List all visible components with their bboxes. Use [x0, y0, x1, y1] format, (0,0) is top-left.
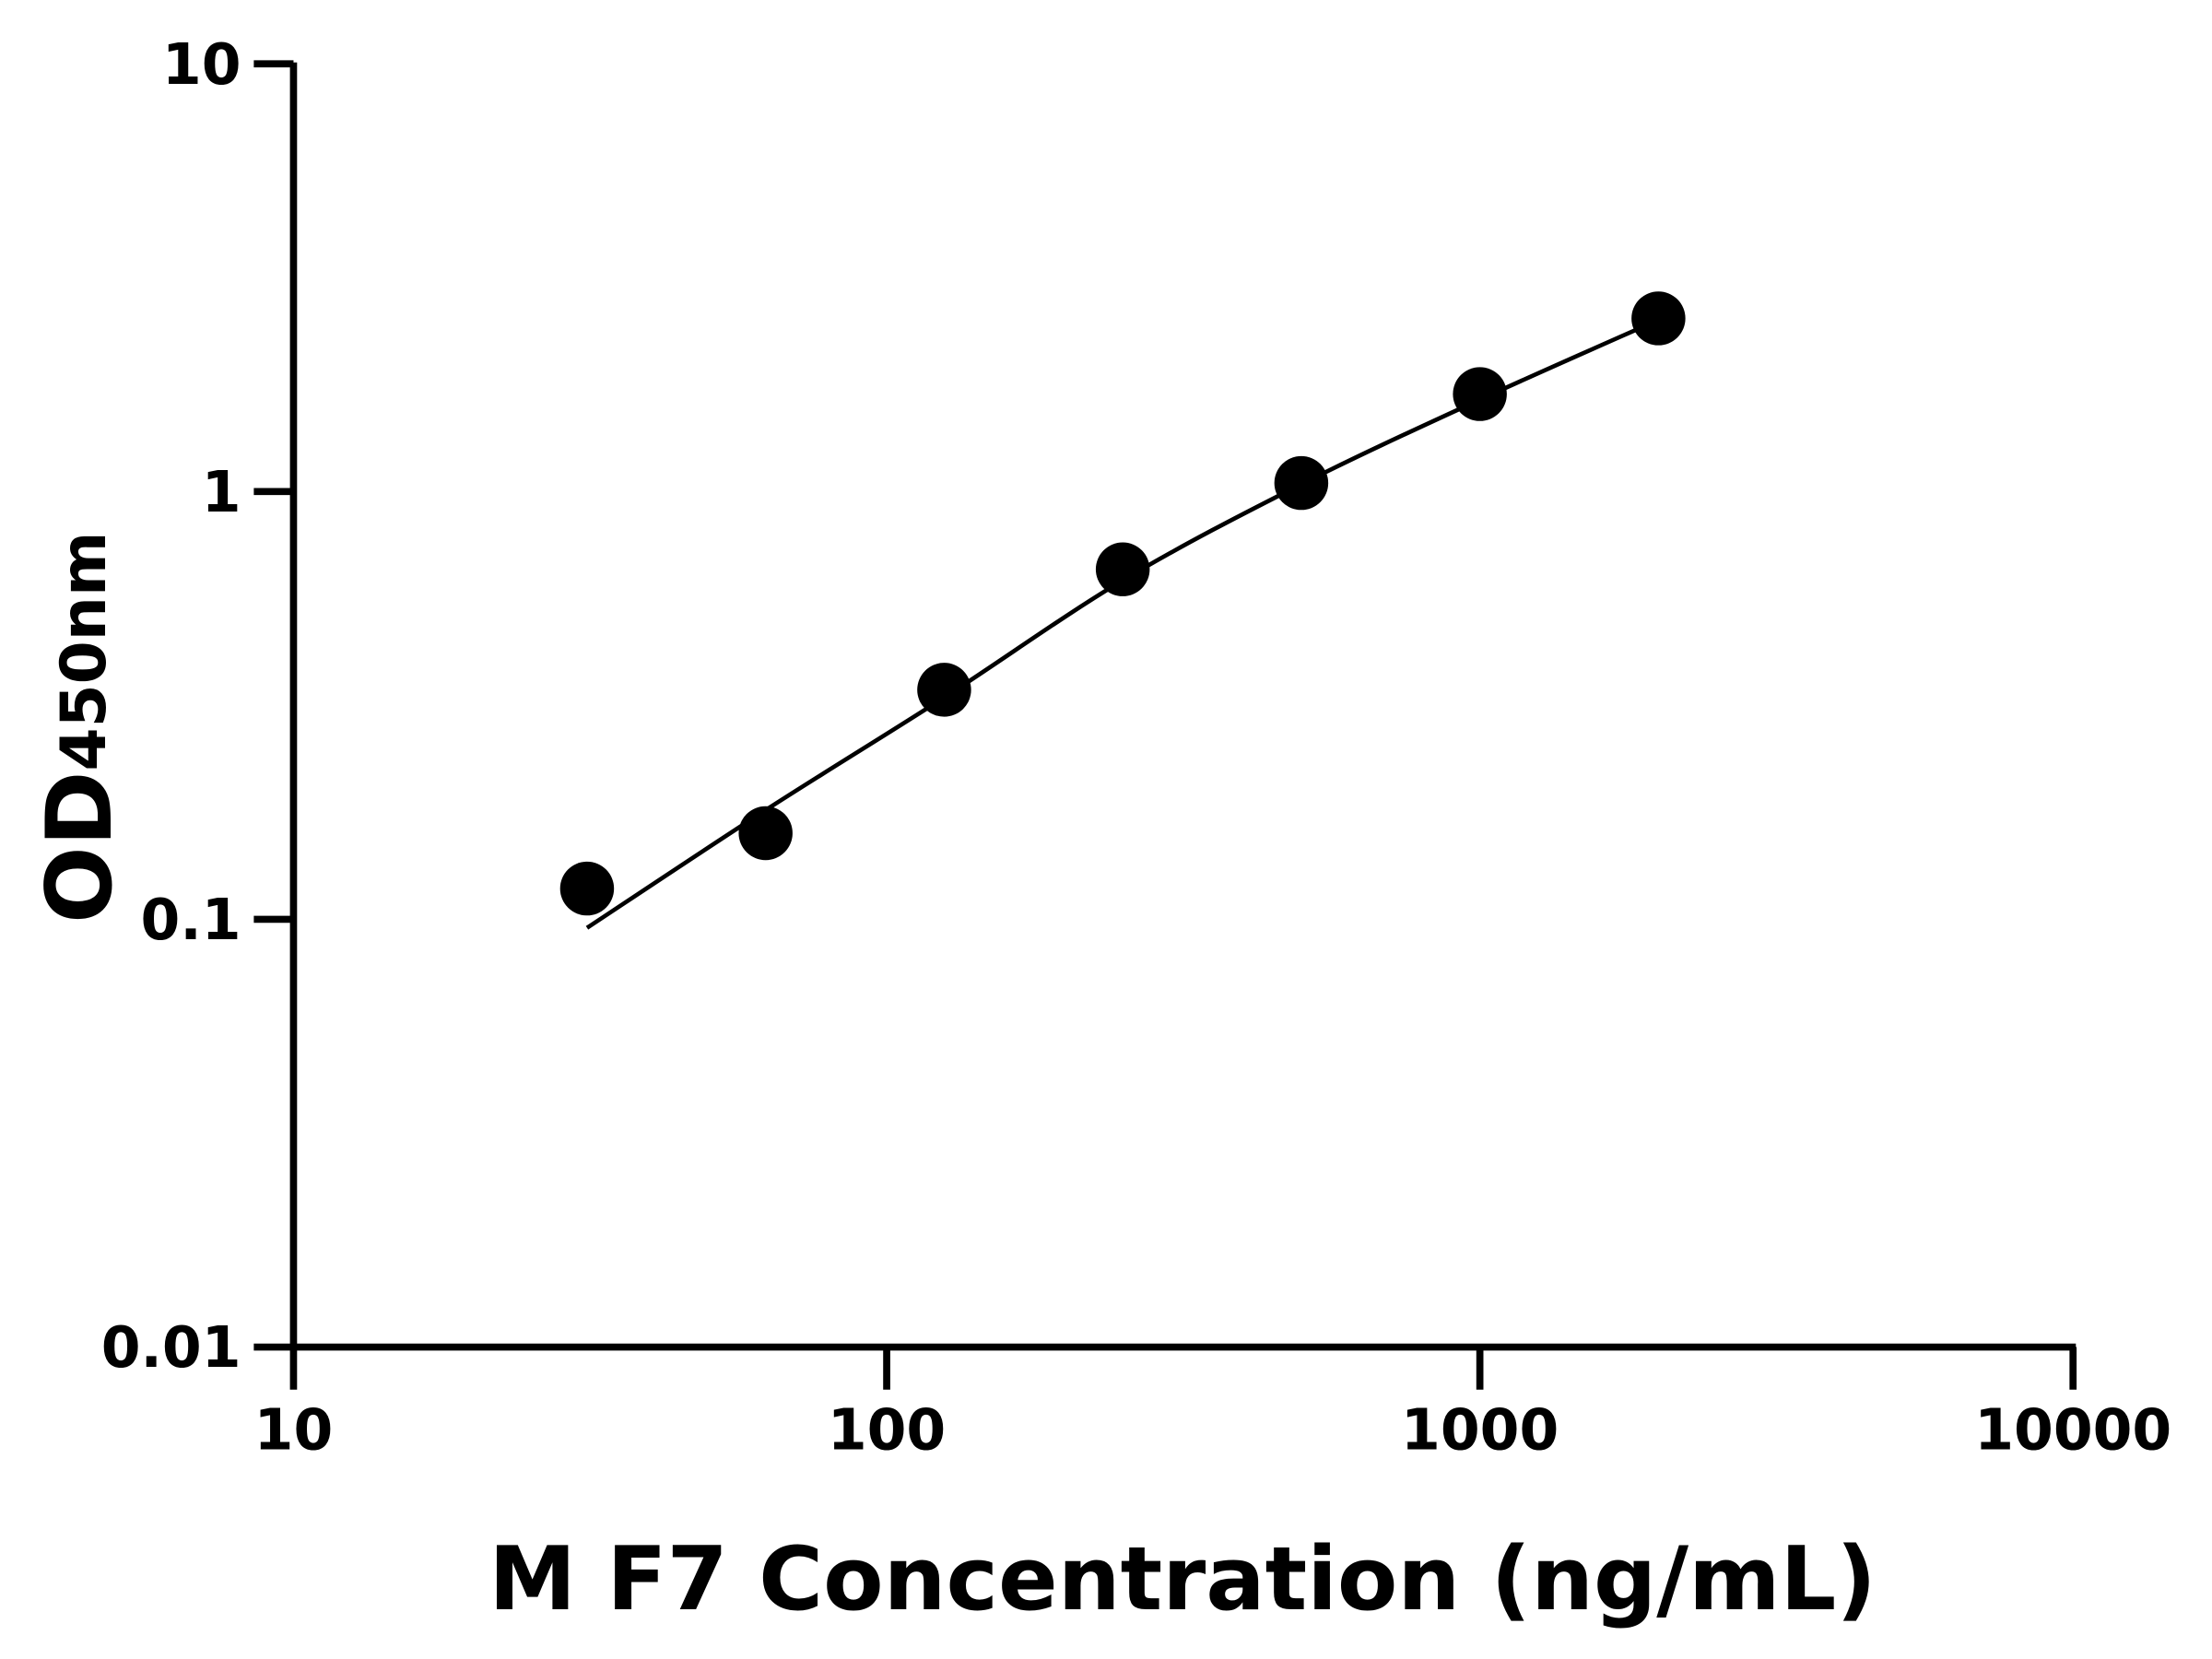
- data-point: [1453, 367, 1507, 421]
- x-tick-label: 1000: [1401, 1396, 1559, 1463]
- data-point: [738, 806, 793, 861]
- data-point: [559, 861, 615, 916]
- y-tick-label: 1: [202, 459, 241, 525]
- x-tick-label: 10: [254, 1396, 334, 1463]
- y-tick-label: 0.01: [101, 1314, 241, 1381]
- axes: [289, 62, 2077, 1351]
- x-axis-label: M F7 Concentration (ng/mL): [488, 1528, 1877, 1630]
- data-point: [1274, 455, 1329, 511]
- data-point: [917, 663, 971, 717]
- data-point: [1631, 291, 1686, 346]
- y-axis-label-main: OD: [28, 771, 133, 924]
- data-point: [1095, 542, 1150, 596]
- y-axis-label-subscript: 450nm: [47, 532, 120, 771]
- x-tick-label: 10000: [1974, 1396, 2171, 1463]
- x-tick-label: 100: [828, 1396, 946, 1463]
- y-tick-label: 0.1: [141, 887, 241, 953]
- y-tick-label: 10: [162, 31, 241, 98]
- y-axis-label: OD450nm: [28, 532, 133, 924]
